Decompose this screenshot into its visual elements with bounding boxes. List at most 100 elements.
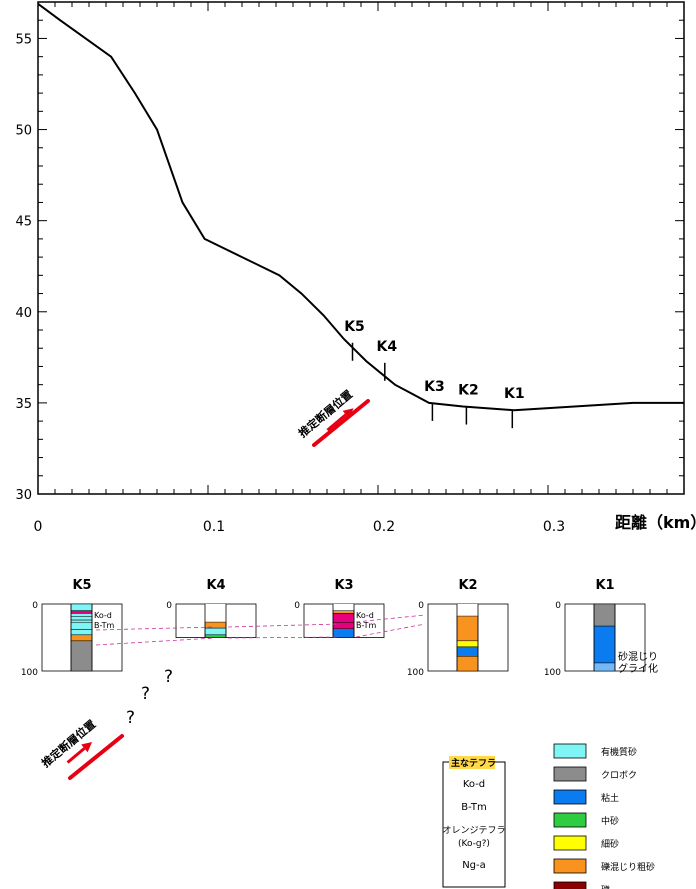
log-layer [593,625,616,664]
question-mark: ? [126,708,135,728]
log-layer [332,622,355,630]
correlation-line [355,614,426,623]
legend-label: 礫混じり粗砂 [601,861,655,873]
log-scale-top: 0 [294,601,300,611]
log-title: K5 [72,578,91,593]
x-axis-label: 距離（km） [615,513,696,532]
correlation-line [227,623,341,628]
x-tick-label: 0 [34,519,43,535]
log-scale-top: 0 [555,601,561,611]
x-tick-label: 0.3 [543,519,565,535]
log-layer [70,629,93,636]
legend-label: 中砂 [601,815,619,827]
tephra-title-bg [449,756,495,769]
legend-swatch [553,766,587,782]
log-layer [70,610,93,614]
borehole-label: K5 [344,319,365,335]
log-layer [70,622,93,630]
fault-line [312,399,370,447]
tephra-item: B-Tm [461,802,486,813]
log-layer [456,656,479,672]
tephra-item: オレンジテフラ [442,825,505,836]
fault-marker-logs: 推定断層位置 [39,717,124,780]
log-layer [205,604,226,623]
log-layer [332,610,355,614]
fault-arrow-icon [326,413,347,432]
correlation-lines [95,614,426,646]
profile-line [37,2,684,412]
log-title: K1 [595,578,614,593]
tephra-title: 主なテフラ [451,757,496,769]
log-layer [204,627,227,636]
legend-label: 有機質砂 [601,746,637,758]
log-title: K4 [206,578,225,593]
borehole-label: K1 [504,386,525,402]
log-scale-top: 0 [418,601,424,611]
log-layer [593,662,616,672]
borehole-label: K4 [377,339,398,355]
log-layer [456,615,479,642]
tephra-box: 主なテフラ Ko-d B-Tm オレンジテフラ (Ko-g?) Ng-a [442,756,506,888]
borehole-label: K2 [458,383,479,399]
y-axis: 30 35 40 45 50 55 [15,1,684,503]
log-layer [456,640,479,648]
tephra-box-frame [442,761,506,888]
log-note: B-Tm [94,621,115,630]
y-tick-label: 45 [15,215,32,230]
profile-chart: 30 35 40 45 50 55 0 0.1 0.2 0.3 K5 K4 K3 K2 K1 距離（km… [15,1,696,535]
borehole-log-k4: K4 0 [166,578,257,638]
fault-arrowhead-icon [342,408,354,419]
y-tick-label: 35 [15,397,32,412]
log-note: Ko-d [94,611,112,620]
y-tick-label: 55 [15,32,32,47]
log-layer [593,603,616,627]
log-layer [333,604,354,611]
correlation-line [227,636,341,639]
fault-marker-chart: 推定断層位置 [296,387,370,447]
log-note: Ko-d [356,611,374,620]
legend: 有機質砂クロボク粘土中砂細砂礫混じり粗砂礫 [553,743,655,889]
x-axis: 0 0.1 0.2 0.3 [34,2,685,535]
y-tick-label: 40 [15,306,32,321]
legend-swatch [553,858,587,874]
log-layer [70,613,93,617]
borehole-label: K3 [424,379,445,395]
log-scale-top: 0 [32,601,38,611]
tephra-item: (Ko-g?) [458,839,490,849]
log-layer [70,616,93,621]
borehole-log-k2: K2 0 100 [407,578,509,678]
log-layer [332,613,355,624]
correlation-line [95,637,216,646]
legend-swatch [553,812,587,828]
borehole-log-k3: K3 0 Ko-dB-Tm [294,578,385,638]
tephra-item: Ko-d [463,779,485,790]
legend-swatch [553,835,587,851]
x-tick-label: 0.1 [203,519,225,535]
log-layer [456,646,479,657]
log-scale-top: 0 [166,601,172,611]
log-scale-bottom: 100 [21,668,38,678]
log-layer [457,604,478,617]
fault-arrow-icon [66,747,86,764]
question-mark: ? [164,667,173,687]
tephra-item: Ng-a [462,860,486,871]
fault-arrowhead-icon [81,741,93,753]
borehole-log-k5: K5 0 100 Ko-dB-Tm [21,578,123,678]
legend-swatch [553,789,587,805]
legend-label: 粘土 [601,792,619,804]
fault-line [68,734,124,780]
legend-label: 礫 [601,884,610,889]
log-layer [70,640,93,672]
log-layer [70,619,93,624]
x-tick-label: 0.2 [373,519,395,535]
borehole-markers: K5 K4 K3 K2 K1 [344,319,525,429]
legend-label: クロボク [601,770,637,781]
y-tick-label: 30 [15,488,32,503]
log-layer [70,634,93,642]
legend-swatch [553,743,587,759]
log-scale-bottom: 100 [407,668,424,678]
borehole-logs: K50100Ko-dB-TmK40K30Ko-dB-TmK20100K10100… [21,578,658,678]
log-title: K2 [458,578,477,593]
